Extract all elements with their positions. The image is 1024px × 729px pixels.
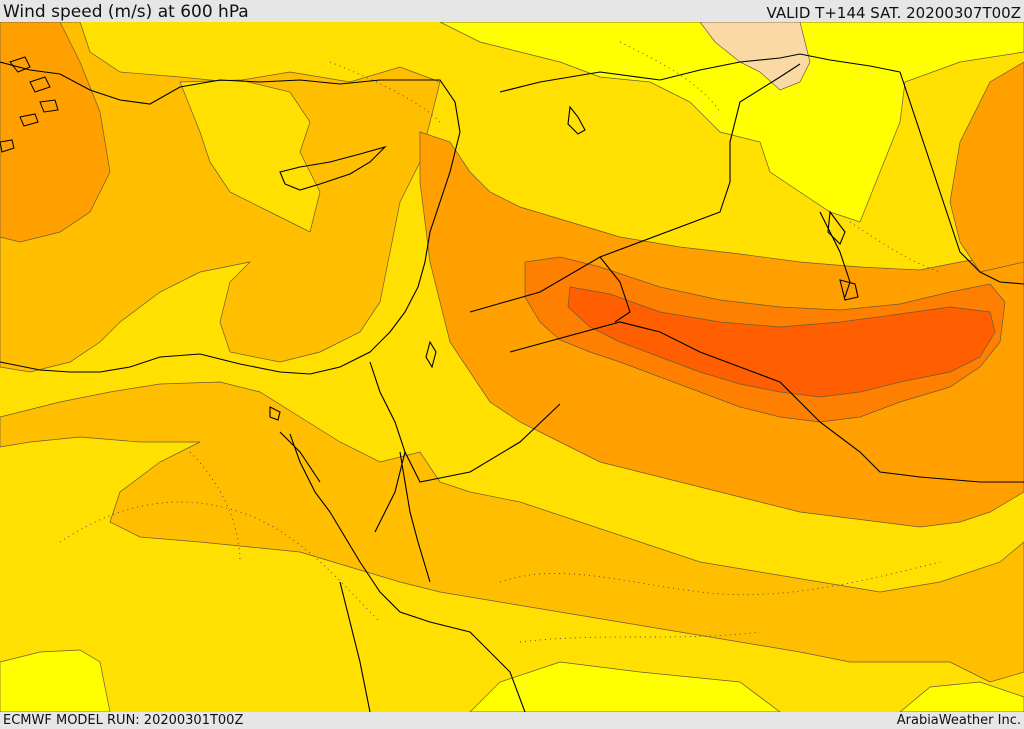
wind-speed-map	[0, 22, 1024, 712]
footer-bar: ECMWF MODEL RUN: 20200301T00Z ArabiaWeat…	[0, 712, 1024, 729]
credit-label: ArabiaWeather Inc.	[896, 713, 1021, 728]
dotted-contours	[59, 41, 941, 643]
fill-amber-central	[0, 381, 1024, 683]
fill-orange-nw	[0, 22, 111, 243]
map-title: Wind speed (m/s) at 600 hPa	[3, 2, 249, 22]
header-bar: Wind speed (m/s) at 600 hPa VALID T+144 …	[0, 0, 1024, 22]
fill-pale-patch	[699, 22, 811, 91]
fill-red-orange-jet	[567, 286, 996, 398]
fill-orange-east-strip	[949, 61, 1024, 273]
coastlines	[0, 53, 1024, 712]
model-run-label: ECMWF MODEL RUN: 20200301T00Z	[3, 713, 244, 728]
fill-yellow-north	[439, 22, 1024, 223]
aegean-islands	[0, 56, 59, 153]
fill-yellow-south-west	[0, 649, 111, 712]
fill-gold-west-island	[179, 79, 321, 233]
valid-time: VALID T+144 SAT. 20200307T00Z	[766, 4, 1021, 22]
fill-yellow-south	[469, 661, 781, 712]
fill-yellow-south-east	[899, 681, 1024, 712]
